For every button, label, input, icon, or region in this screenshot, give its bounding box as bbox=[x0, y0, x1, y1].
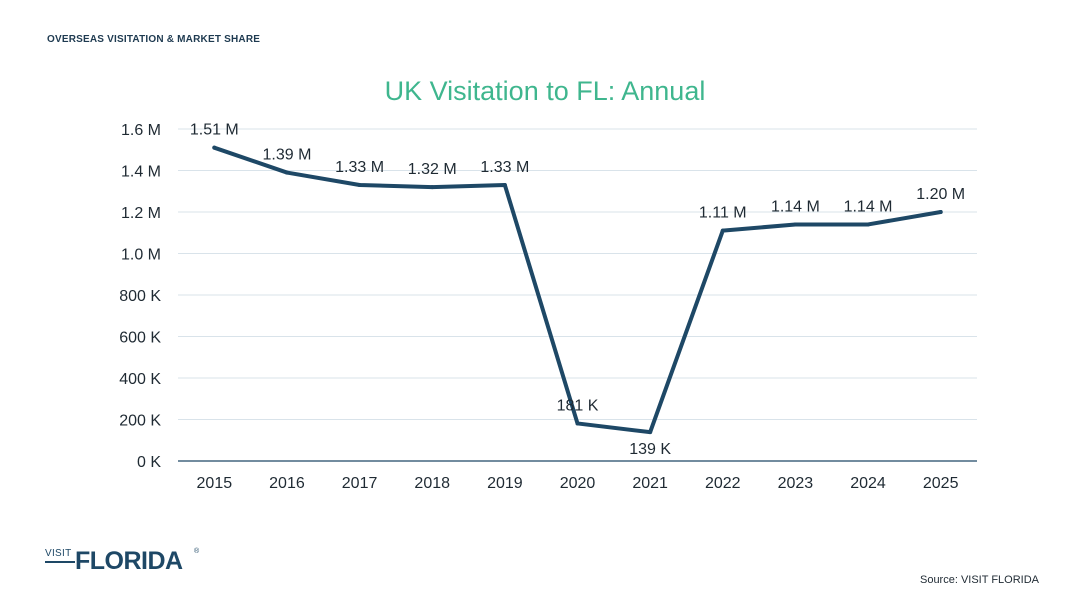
y-tick-label: 1.6 M bbox=[121, 122, 161, 139]
data-point bbox=[430, 185, 435, 190]
x-tick-label: 2018 bbox=[414, 475, 450, 492]
data-label: 1.33 M bbox=[335, 159, 384, 176]
data-point bbox=[502, 183, 507, 188]
data-label: 1.51 M bbox=[190, 122, 239, 139]
data-label: 139 K bbox=[629, 441, 671, 458]
x-tick-label: 2024 bbox=[850, 475, 886, 492]
data-label: 1.14 M bbox=[844, 198, 893, 215]
data-point bbox=[284, 170, 289, 175]
y-tick-label: 0 K bbox=[137, 454, 161, 471]
data-label: 1.11 M bbox=[699, 205, 747, 222]
data-point bbox=[212, 145, 217, 150]
data-label: 1.14 M bbox=[771, 198, 820, 215]
x-tick-label: 2016 bbox=[269, 475, 305, 492]
series-line bbox=[212, 145, 943, 435]
chart-title: UK Visitation to FL: Annual bbox=[384, 76, 706, 106]
data-label: 1.39 M bbox=[262, 147, 311, 164]
data-point bbox=[648, 430, 653, 435]
source-note: Source: VISIT FLORIDA bbox=[919, 574, 1039, 586]
data-point bbox=[575, 421, 580, 426]
y-tick-label: 800 K bbox=[119, 288, 161, 305]
x-tick-label: 2022 bbox=[705, 475, 741, 492]
data-point bbox=[866, 222, 871, 227]
data-point bbox=[938, 210, 943, 214]
x-tick-label: 2019 bbox=[487, 475, 523, 492]
logo-main-text: FLORIDA bbox=[75, 547, 183, 575]
data-point bbox=[720, 228, 725, 233]
y-tick-label: 1.4 M bbox=[121, 164, 161, 181]
section-header: OVERSEAS VISITATION & MARKET SHARE bbox=[47, 34, 261, 45]
data-label: 1.32 M bbox=[408, 161, 457, 178]
y-tick-label: 1.2 M bbox=[121, 205, 161, 222]
logo-small-text: VISIT bbox=[45, 548, 72, 559]
x-tick-label: 2015 bbox=[197, 475, 233, 492]
y-tick-label: 400 K bbox=[119, 371, 161, 388]
data-point bbox=[357, 183, 362, 188]
data-point bbox=[793, 222, 798, 227]
visit-florida-logo: VISIT FLORIDA ® bbox=[45, 545, 205, 579]
logo-registered-mark: ® bbox=[194, 548, 200, 555]
data-label: 1.33 M bbox=[480, 159, 529, 176]
x-tick-label: 2020 bbox=[560, 475, 596, 492]
x-tick-label: 2021 bbox=[632, 475, 668, 492]
logo-underline bbox=[45, 561, 75, 563]
x-tick-label: 2023 bbox=[778, 475, 814, 492]
y-tick-label: 200 K bbox=[119, 413, 161, 430]
x-tick-label: 2025 bbox=[923, 475, 959, 492]
x-tick-label: 2017 bbox=[342, 475, 378, 492]
y-tick-label: 1.0 M bbox=[121, 247, 161, 264]
data-label: 1.20 M bbox=[916, 186, 965, 203]
y-tick-label: 600 K bbox=[119, 330, 161, 347]
data-label: 181 K bbox=[557, 397, 599, 414]
